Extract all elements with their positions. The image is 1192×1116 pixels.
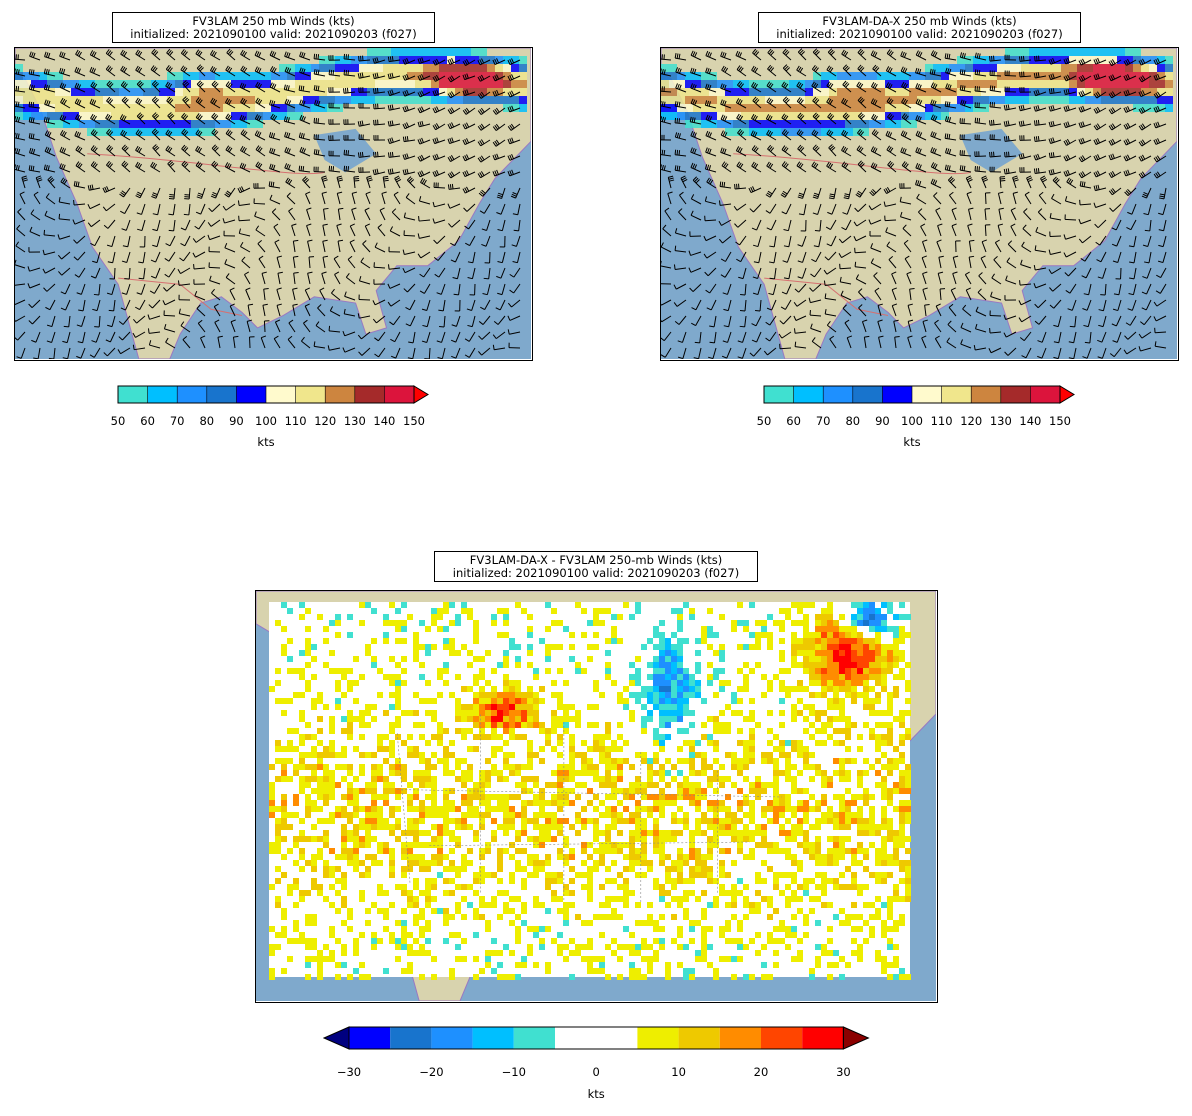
colorbar-tick-label: 70 (169, 414, 185, 428)
title-line-2: initialized: 2021090100 valid: 202109020… (776, 27, 1063, 41)
title-line-1: FV3LAM-DA-X 250 mb Winds (kts) (822, 14, 1017, 28)
colorbar-tick-label: −20 (419, 1065, 444, 1079)
colorbar-tick-label: 50 (110, 414, 126, 428)
title-line-2: initialized: 2021090100 valid: 202109020… (130, 27, 417, 41)
map-fv3lam-da-x-winds (660, 47, 1179, 361)
colorbar-tick-label: 60 (786, 414, 801, 428)
colorbar-tick-label: −30 (336, 1065, 362, 1079)
colorbar-tick-label: 140 (1019, 414, 1042, 428)
colorbar-tick-label: 10 (671, 1065, 686, 1079)
colorbar-tick-label: 80 (199, 414, 215, 428)
colorbar-unit-label: kts (903, 435, 921, 449)
title-line-2: initialized: 2021090100 valid: 202109020… (452, 566, 740, 580)
colorbar-tick-label: 20 (753, 1065, 769, 1079)
panel-title-difference: FV3LAM-DA-X - FV3LAM 250-mb Winds (kts) … (434, 551, 758, 582)
colorbar-tick-label: 50 (756, 414, 772, 428)
colorbar-tick-label: 120 (960, 414, 983, 428)
colorbar-tick-label: 70 (815, 414, 831, 428)
colorbar-tick-label: 150 (403, 414, 425, 428)
colorbar-tick-label: 100 (901, 414, 923, 428)
colorbar-unit-label: kts (587, 1087, 605, 1101)
colorbar-tick-label: 100 (255, 414, 277, 428)
colorbar-tick-label: 110 (284, 414, 307, 428)
map-wind-difference (255, 590, 938, 1003)
colorbar-tick-label: 90 (229, 414, 244, 428)
colorbar-tick-label: 30 (836, 1065, 851, 1079)
colorbar-tick-label: 140 (373, 414, 396, 428)
colorbar-wind-speed-right: 50 60 70 80 90 100 110 120 130 140 150 kts (757, 385, 1083, 449)
colorbar-tick-label: 110 (930, 414, 953, 428)
colorbar-tick-label: 60 (140, 414, 155, 428)
map-fv3lam-winds (14, 47, 533, 361)
colorbar-tick-label: 130 (989, 414, 1012, 428)
panel-title-fv3lam-da-x: FV3LAM-DA-X 250 mb Winds (kts) initializ… (758, 12, 1081, 43)
colorbar-tick-label: −10 (501, 1065, 526, 1079)
colorbar-unit-label: kts (257, 435, 275, 449)
colorbar-wind-difference: −30 −20 −10 0 10 20 30 kts (322, 1025, 871, 1105)
colorbar-tick-label: 0 (592, 1065, 600, 1079)
colorbar-tick-label: 150 (1049, 414, 1071, 428)
title-line-1: FV3LAM-DA-X - FV3LAM 250-mb Winds (kts) (469, 553, 723, 567)
title-line-1: FV3LAM 250 mb Winds (kts) (192, 14, 355, 28)
colorbar-tick-label: 120 (314, 414, 337, 428)
colorbar-tick-label: 130 (343, 414, 366, 428)
colorbar-wind-speed-left: 50 60 70 80 90 100 110 120 130 140 150 kts (111, 385, 437, 449)
colorbar-tick-label: 80 (845, 414, 861, 428)
colorbar-tick-label: 90 (875, 414, 890, 428)
panel-title-fv3lam: FV3LAM 250 mb Winds (kts) initialized: 2… (112, 12, 435, 43)
